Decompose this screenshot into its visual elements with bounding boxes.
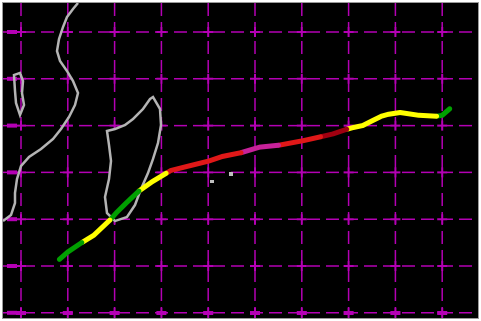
grid-intersection-mark (296, 307, 307, 318)
cyclone-track-map (2, 2, 479, 319)
grid-intersection-mark (437, 261, 448, 271)
grid-intersection-mark (343, 261, 354, 271)
latitude-tick-label (7, 123, 17, 128)
grid-intersection-mark (437, 307, 448, 318)
grid-intersection-mark (62, 167, 73, 178)
cyclone-track (56, 106, 453, 262)
map-canvas (3, 3, 478, 318)
track-segment-tropical-storm (136, 170, 169, 194)
grid-intersection-mark (156, 27, 167, 37)
madagascar-island (103, 95, 163, 223)
track-segment-tropical-storm (344, 110, 440, 132)
latitude-tick-label (7, 170, 17, 175)
grid-intersection-mark (203, 167, 214, 178)
grid-intersection-mark (390, 167, 401, 178)
grid-intersection-mark (390, 307, 401, 318)
grid-intersection-mark (250, 73, 260, 84)
grid-intersection-mark (296, 214, 307, 225)
grid-intersection-mark (296, 27, 307, 37)
grid-intersection-mark (203, 307, 214, 318)
grid-intersection-mark (62, 261, 73, 271)
grid-intersection-mark (250, 214, 260, 225)
grid-intersection-mark (16, 307, 26, 318)
grid-intersection-mark (109, 261, 120, 271)
grid-intersection-mark (156, 307, 167, 318)
track-segment-category-3 (318, 126, 350, 140)
grid-intersection-mark (62, 214, 73, 225)
grid-intersection-mark (203, 27, 214, 37)
latitude-tick-label (7, 30, 17, 34)
track-segment-tropical-depression (107, 188, 142, 223)
latitude-tick-label (7, 76, 17, 81)
grid-intersection-mark (250, 120, 260, 131)
grid-intersection-mark (296, 167, 307, 178)
grid-intersection-mark (296, 120, 307, 131)
grid-intersection-mark (156, 73, 167, 84)
grid-intersection-mark (343, 307, 354, 318)
grid-intersection-mark (109, 307, 120, 318)
grid-intersection-mark (16, 120, 26, 131)
grid-intersection-mark (203, 120, 214, 131)
grid-intersection-mark (390, 261, 401, 271)
grid-intersection-mark (390, 214, 401, 225)
grid-intersection-mark (390, 27, 401, 37)
track-segment-tropical-storm (79, 217, 113, 246)
mauritius-island (229, 172, 233, 176)
grid-intersection-mark (343, 73, 354, 84)
grid-intersection-mark (62, 27, 73, 37)
comoros-island (12, 71, 26, 119)
grid-intersection-mark (109, 73, 120, 84)
grid-intersection-mark (250, 27, 260, 37)
grid-intersection-mark (203, 214, 214, 225)
grid-intersection-mark (343, 27, 354, 37)
coastlines (3, 3, 233, 223)
track-segment-category-2 (238, 142, 281, 156)
grid-intersection-mark (16, 214, 26, 225)
lat-lon-grid (3, 3, 478, 318)
grid-intersection-mark (62, 307, 73, 318)
grid-intersection-mark (250, 307, 260, 318)
track-segment-category-1 (163, 150, 244, 176)
grid-intersection-mark (296, 261, 307, 271)
africa-coastline (3, 3, 80, 222)
grid-intersection-mark (16, 261, 26, 271)
grid-intersection-mark (203, 73, 214, 84)
reunion-island (210, 180, 214, 183)
track-segment-tropical-depression (56, 240, 85, 262)
grid-intersection-mark (203, 261, 214, 271)
grid-intersection-mark (156, 214, 167, 225)
grid-intersection-mark (156, 261, 167, 271)
grid-intersection-mark (250, 167, 260, 178)
grid-intersection-mark (437, 73, 448, 84)
latitude-tick-label (7, 217, 17, 222)
grid-intersection-mark (343, 214, 354, 225)
grid-intersection-mark (16, 27, 26, 37)
grid-intersection-mark (437, 167, 448, 178)
latitude-tick-label (7, 310, 17, 315)
grid-intersection-mark (437, 214, 448, 225)
grid-intersection-mark (390, 73, 401, 84)
grid-intersection-mark (250, 261, 260, 271)
grid-intersection-mark (437, 27, 448, 37)
latitude-tick-label (7, 264, 17, 268)
grid-intersection-mark (109, 27, 120, 37)
track-segment-category-1 (275, 134, 323, 148)
grid-intersection-mark (390, 120, 401, 131)
grid-intersection-mark (437, 120, 448, 131)
grid-intersection-mark (296, 73, 307, 84)
grid-intersection-mark (343, 167, 354, 178)
